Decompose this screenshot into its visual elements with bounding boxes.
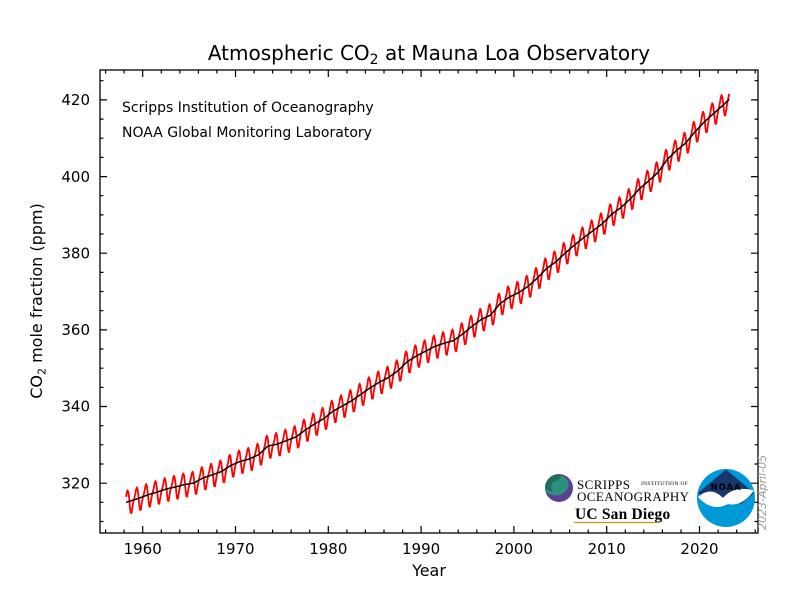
annotation-noaa: NOAA Global Monitoring Laboratory: [122, 125, 372, 141]
y-tick-label: 400: [61, 168, 90, 186]
x-tick-label: 2000: [495, 540, 533, 558]
x-tick-label: 1980: [309, 540, 347, 558]
x-tick-label: 1990: [402, 540, 440, 558]
y-axis-label-prefix: CO: [27, 375, 46, 399]
chart-title-prefix: Atmospheric CO: [208, 41, 370, 65]
data-series: [125, 93, 731, 514]
scripps-logo-text-line1: SCRIPPS: [577, 477, 630, 492]
scripps-logo: SCRIPPS INSTITUTION OF OCEANOGRAPHY UC S…: [545, 474, 690, 524]
noaa-logo-text: NOAA: [711, 483, 742, 493]
y-tick-label: 420: [61, 91, 90, 109]
scripps-logo-text-small: INSTITUTION OF: [641, 481, 688, 487]
tick-labels: 1960 1970 1980 1990 2000 2010 2020 320 340 360 380…: [61, 91, 718, 558]
x-axis-label: Year: [411, 561, 446, 580]
y-tick-label: 380: [61, 244, 90, 262]
x-tick-label: 1960: [124, 540, 162, 558]
co2-trend-series-line: [125, 98, 730, 504]
plot-date-note: 2023-April-05: [756, 455, 769, 530]
y-tick-label: 360: [61, 321, 90, 339]
ucsd-logo-text: UC San Diego: [575, 506, 670, 523]
noaa-seagull-icon: [698, 488, 754, 508]
plot-frame: [99, 69, 759, 534]
chart-title-subscript: 2: [370, 52, 379, 68]
axis-minor-ticks: [100, 70, 758, 533]
scripps-logo-text-line2: OCEANOGRAPHY: [577, 489, 690, 504]
chart-title: Atmospheric CO2 at Mauna Loa Observatory: [208, 41, 650, 68]
noaa-logo: NOAA: [697, 469, 755, 527]
annotation-scripps: Scripps Institution of Oceanography: [122, 100, 374, 116]
chart-title-suffix: at Mauna Loa Observatory: [379, 41, 651, 65]
y-axis-label: CO2 mole fraction (ppm): [27, 203, 49, 399]
axis-major-ticks: [100, 70, 758, 533]
y-axis-label-suffix: mole fraction (ppm): [27, 203, 46, 368]
x-tick-label: 2010: [588, 540, 626, 558]
y-tick-label: 320: [61, 474, 90, 492]
x-tick-label: 1970: [216, 540, 254, 558]
x-tick-label: 2020: [680, 540, 718, 558]
y-tick-label: 340: [61, 398, 90, 416]
y-axis-label-subscript: 2: [36, 368, 49, 375]
globe-continent: [545, 474, 561, 492]
